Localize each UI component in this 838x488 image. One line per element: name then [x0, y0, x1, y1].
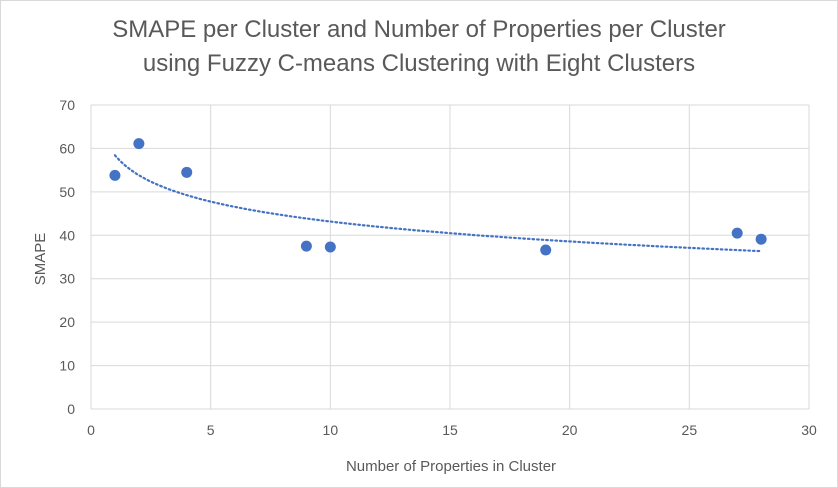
chart-title-line-2: using Fuzzy C-means Clustering with Eigh… [142, 50, 696, 77]
data-point [731, 227, 743, 239]
data-point [755, 233, 767, 245]
y-tick-label: 40 [59, 227, 75, 243]
data-point [324, 241, 336, 253]
chart-title-line-1: SMAPE per Cluster and Number of Properti… [112, 16, 726, 43]
x-tick-label: 15 [442, 422, 458, 438]
x-tick-label: 10 [323, 422, 339, 438]
trendline-layer [113, 154, 763, 253]
gridlines [90, 104, 810, 410]
trendline [113, 154, 763, 253]
data-point [181, 166, 193, 178]
x-axis-title: Number of Properties in Cluster [346, 458, 556, 475]
y-tick-label: 20 [59, 314, 75, 330]
y-tick-label: 30 [59, 271, 75, 287]
y-tick-label: 10 [59, 358, 75, 374]
tick-labels: 0 10 20 30 40 50 60 70 0 5 10 15 20 25 30 [59, 97, 817, 438]
x-tick-label: 25 [682, 422, 698, 438]
x-tick-label: 0 [87, 422, 95, 438]
x-tick-label: 30 [801, 422, 817, 438]
x-tick-label: 20 [562, 422, 578, 438]
x-tick-label: 5 [207, 422, 215, 438]
data-points [109, 138, 767, 256]
y-tick-label: 70 [59, 97, 75, 113]
y-tick-label: 60 [59, 140, 75, 156]
data-point [540, 244, 552, 256]
data-point [300, 240, 312, 252]
y-tick-label: 50 [59, 184, 75, 200]
y-tick-label: 0 [67, 401, 75, 417]
data-point [133, 138, 145, 150]
data-point [109, 169, 121, 181]
y-axis-title: SMAPE [32, 233, 49, 286]
chart-title: SMAPE per Cluster and Number of Properti… [1, 13, 837, 81]
